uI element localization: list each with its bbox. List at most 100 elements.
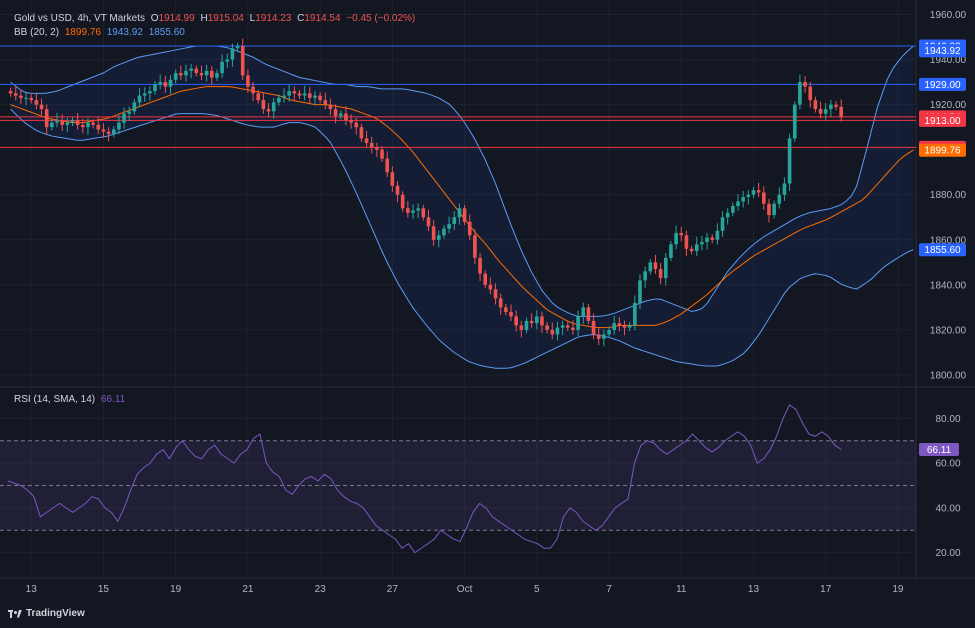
candle-body — [111, 129, 116, 134]
candle — [777, 187, 782, 209]
rsi-legend-value: 66.11 — [100, 394, 126, 405]
candle — [452, 211, 457, 231]
candle — [658, 263, 663, 285]
candle — [808, 81, 813, 108]
candle-body — [179, 73, 183, 76]
candle — [818, 101, 823, 119]
rsi-axis-label-text: 66.11 — [927, 445, 952, 456]
low-label: L — [249, 13, 256, 24]
high-label: H — [200, 13, 208, 24]
candle-body — [153, 84, 157, 92]
change-value: −0.45 (−0.02%) — [346, 13, 416, 24]
candle — [504, 304, 508, 316]
bollinger-upper-line — [10, 45, 914, 317]
candle-body — [122, 113, 126, 123]
candle-body — [550, 329, 555, 335]
candle — [328, 98, 333, 116]
candle-body — [442, 228, 446, 236]
candles — [8, 38, 843, 347]
candle — [519, 320, 524, 338]
candle — [148, 86, 152, 101]
candle — [240, 38, 245, 81]
candle-body — [29, 97, 34, 101]
candle-body — [416, 208, 420, 211]
candle — [34, 92, 39, 110]
candle — [653, 254, 658, 274]
bb-upper-value: 1943.92 — [106, 27, 143, 38]
candle-body — [602, 334, 606, 339]
candle — [271, 97, 276, 119]
candle-body — [798, 82, 802, 105]
candle — [710, 234, 715, 244]
candle-body — [705, 237, 709, 243]
rsi-label[interactable]: RSI (14, SMA, 14) — [14, 394, 96, 405]
candle — [194, 65, 199, 77]
candle-body — [313, 95, 317, 98]
tradingview-logo-icon — [8, 609, 22, 618]
candle — [81, 118, 85, 134]
tradingview-watermark[interactable]: TradingView — [8, 608, 85, 619]
candle — [694, 236, 699, 256]
candle-body — [648, 262, 653, 272]
candle-body — [287, 91, 291, 96]
bb-label[interactable]: BB (20, 2) — [14, 27, 60, 38]
candle — [168, 75, 173, 95]
candle — [436, 230, 441, 248]
candle — [725, 208, 730, 225]
candle-body — [478, 257, 482, 274]
rsi-tick-label: 40.00 — [935, 503, 960, 514]
candle-body — [318, 95, 322, 101]
price-axis-label: 1855.60 — [919, 243, 966, 257]
bollinger-band — [10, 45, 914, 369]
candle — [442, 225, 446, 239]
candle-body — [731, 206, 735, 213]
watermark-text: TradingView — [26, 608, 85, 619]
candle — [514, 310, 518, 332]
candle — [746, 190, 751, 205]
candle-body — [663, 257, 668, 279]
candle — [462, 204, 467, 226]
candle-body — [194, 68, 199, 74]
candle-body — [55, 120, 59, 123]
candle — [173, 69, 178, 84]
candle-body — [658, 269, 663, 279]
candle-body — [39, 104, 44, 110]
candle — [60, 114, 64, 131]
candle-body — [767, 203, 771, 216]
candle-body — [467, 221, 472, 236]
candle — [782, 177, 787, 201]
candle — [235, 42, 240, 52]
symbol-name[interactable]: Gold vs USD, 4h, VT Markets — [14, 13, 145, 24]
candle — [55, 112, 59, 128]
candle-body — [591, 320, 596, 335]
candle-body — [447, 224, 451, 229]
candle — [565, 322, 570, 332]
candle-body — [813, 100, 818, 110]
candle-body — [576, 316, 580, 330]
candle-body — [473, 235, 477, 258]
candle-body — [220, 61, 224, 74]
candle-body — [509, 311, 513, 317]
candle-body — [669, 244, 673, 258]
candle — [385, 151, 389, 177]
candle — [230, 43, 235, 68]
price-axis-label-bg — [919, 143, 966, 157]
candle — [292, 86, 297, 101]
candle — [787, 133, 792, 191]
candle-body — [137, 95, 142, 103]
candle — [473, 229, 477, 264]
price-tick-label: 1940.00 — [930, 55, 967, 66]
candle-body — [406, 208, 410, 213]
candle — [591, 313, 596, 340]
rsi-legend: RSI (14, SMA, 14) 66.11 — [14, 394, 128, 405]
candle — [545, 322, 549, 334]
candle — [498, 293, 503, 315]
candle-body — [400, 194, 405, 209]
candle-body — [638, 280, 642, 303]
candle — [132, 98, 137, 115]
candle-body — [607, 329, 611, 335]
price-tick-label: 1860.00 — [930, 235, 967, 246]
candle — [163, 76, 168, 93]
candle-body — [60, 120, 64, 125]
high-value: 1915.04 — [207, 13, 244, 24]
